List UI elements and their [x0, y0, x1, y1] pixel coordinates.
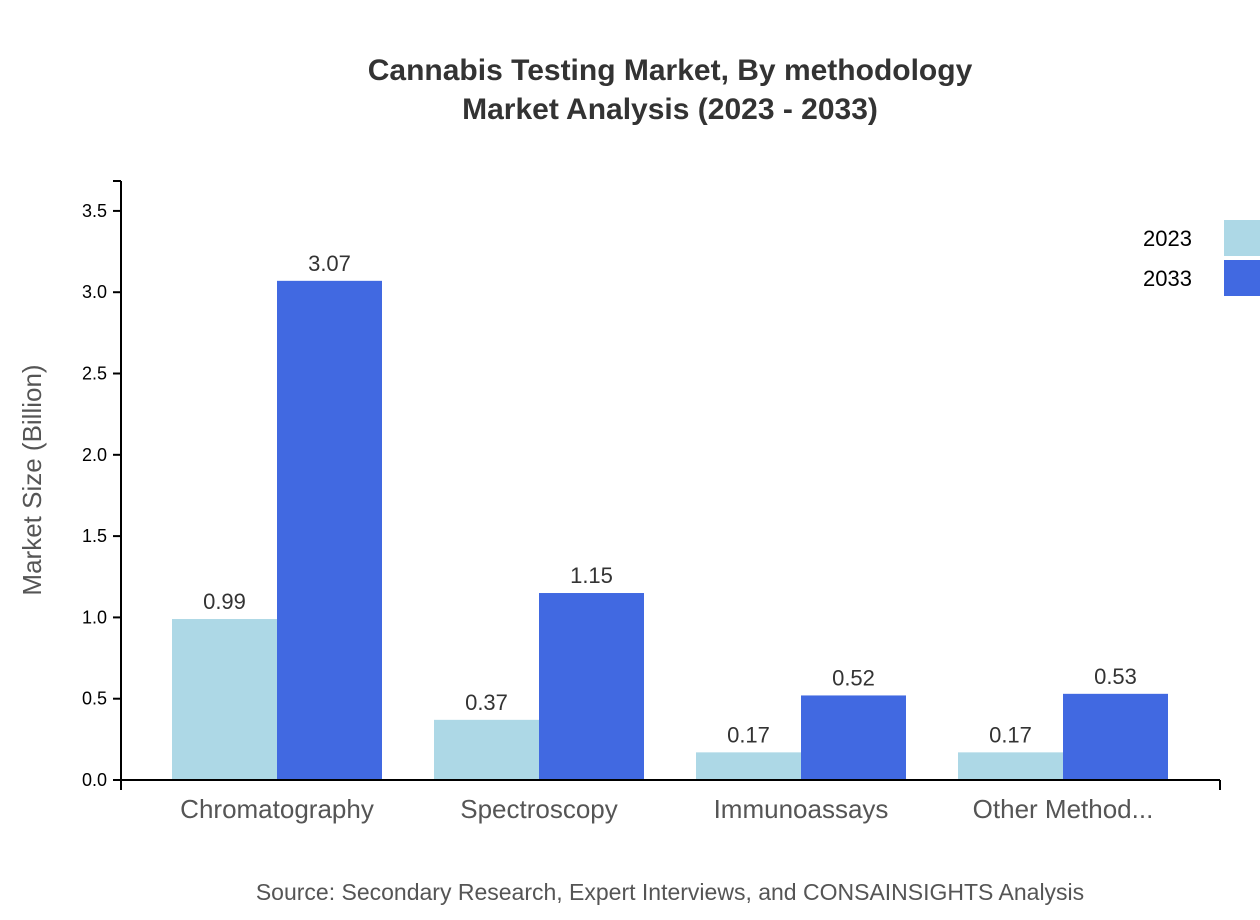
y-tick-label: 3.5	[82, 201, 107, 221]
y-tick-label: 2.0	[82, 445, 107, 465]
data-label: 0.17	[989, 722, 1032, 747]
bar-2023	[434, 719, 539, 780]
source-note: Source: Secondary Research, Expert Inter…	[256, 879, 1084, 905]
legend-label: 2023	[1143, 226, 1192, 251]
y-tick-label: 3.0	[82, 282, 107, 302]
x-tick-label: Other Method...	[973, 794, 1154, 824]
data-label: 0.37	[465, 690, 508, 715]
bar-2033	[801, 695, 906, 780]
chart-title-line-1: Cannabis Testing Market, By methodology	[368, 54, 973, 87]
bar-2023	[696, 752, 801, 780]
bar-2033	[1063, 693, 1168, 780]
data-label: 0.99	[203, 589, 246, 614]
data-label: 0.17	[727, 722, 770, 747]
data-label: 0.52	[832, 665, 875, 690]
legend: 2023 2033	[1143, 220, 1260, 296]
legend-label: 2033	[1143, 266, 1192, 291]
data-label: 1.15	[570, 563, 613, 588]
bar-2033	[539, 593, 644, 780]
y-axis-label: Market Size (Billion)	[17, 364, 47, 595]
legend-swatch	[1224, 260, 1260, 296]
bar-2023	[172, 619, 277, 780]
y-tick-label: 1.5	[82, 526, 107, 546]
y-tick-label: 1.0	[82, 607, 107, 627]
x-tick-label: Chromatography	[180, 794, 374, 824]
y-tick-label: 2.5	[82, 364, 107, 384]
chart-title-line-2: Market Analysis (2023 - 2033)	[462, 93, 878, 126]
data-label: 3.07	[308, 251, 351, 276]
bars-group: 0.99 3.07 0.37 1.15 0.17 0.52 0.17 0.53	[172, 251, 1168, 780]
data-label: 0.53	[1094, 664, 1137, 689]
legend-swatch	[1224, 220, 1260, 256]
bar-2033	[277, 280, 382, 780]
y-tick-label: 0.0	[82, 770, 107, 790]
x-tick-label: Spectroscopy	[460, 794, 618, 824]
bar-2023	[958, 752, 1063, 780]
y-tick-label: 0.5	[82, 689, 107, 709]
x-tick-label: Immunoassays	[714, 794, 889, 824]
axes-group: 0.0 0.5 1.0 1.5 2.0 2.5 3.0 3.5 Chromatography Sp…	[82, 180, 1221, 824]
